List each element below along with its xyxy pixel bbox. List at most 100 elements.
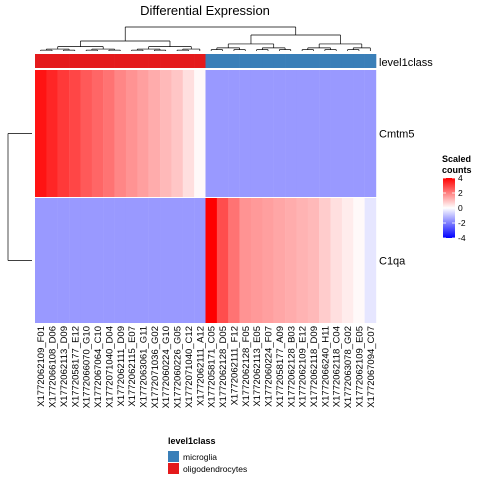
annotation-bar — [35, 54, 377, 68]
color-scale-tick-label: 2 — [458, 188, 463, 198]
heatmap-cell — [239, 70, 252, 197]
column-label: X1772058177_E12 — [70, 326, 81, 407]
column-label: X1772060226_G05 — [173, 326, 184, 408]
heatmap-cell — [273, 70, 286, 197]
annotation-cell — [46, 54, 59, 68]
row-label: Cmtm5 — [379, 129, 414, 141]
heatmap-cell — [69, 70, 81, 197]
heatmap-cell — [205, 70, 218, 197]
annotation-cell — [35, 54, 47, 68]
heatmap-cell — [353, 198, 365, 323]
column-label: X1772062128_F05 — [241, 326, 252, 407]
column-label: X1772062115_E07 — [127, 326, 138, 407]
column-label: X1772071040_D04 — [104, 326, 115, 408]
row-label: C1qa — [379, 256, 406, 268]
column-label: X1772067064_C10 — [93, 326, 104, 408]
annotation-legend-label: oligodendrocytes — [183, 464, 247, 474]
annotation-cell — [273, 54, 286, 68]
annotation-legend-swatch — [168, 463, 179, 474]
row-labels: Cmtm5 C1qa — [379, 129, 414, 268]
heatmap-cell — [228, 70, 240, 197]
heatmap-cell — [319, 70, 331, 197]
annotation-cell — [307, 54, 320, 68]
color-scale-title: Scaled — [442, 154, 471, 164]
heatmap-cell — [91, 198, 104, 323]
heatmap-cell — [182, 70, 195, 197]
annotation-cell — [330, 54, 343, 68]
annotation-cell — [228, 54, 240, 68]
heatmap-cell — [330, 198, 343, 323]
heatmap-cell — [285, 198, 297, 323]
heatmap-cell — [46, 198, 58, 323]
column-label: X1772062128_D05 — [218, 326, 229, 408]
heatmap-cell — [250, 198, 263, 323]
heatmap-cell — [80, 70, 93, 197]
annotation-cell — [91, 54, 104, 68]
color-scale-ticks: 4 2 0 -2 -4 — [443, 173, 466, 243]
annotation-cell — [137, 54, 149, 68]
chart-title: Differential Expression — [140, 3, 270, 18]
heatmap-cell — [216, 198, 229, 323]
heatmap-cell — [148, 70, 161, 197]
annotation-cell — [239, 54, 252, 68]
heatmap-cell — [250, 70, 263, 197]
column-label: X1772062109_E05 — [354, 326, 365, 407]
column-label: X1772062111_F12 — [229, 326, 240, 405]
heatmap-cell — [307, 70, 320, 197]
heatmap-cell — [285, 70, 297, 197]
color-scale-legend: Scaled counts 4 2 0 -2 -4 — [442, 154, 472, 243]
column-label: X1772062118_C04 — [332, 326, 343, 407]
heatmap-cell — [262, 198, 274, 323]
heatmap-cells — [35, 70, 377, 323]
annotation-cell — [353, 54, 365, 68]
annotation-cell — [114, 54, 127, 68]
annotation-cell — [148, 54, 161, 68]
annotation-cell — [194, 54, 206, 68]
color-scale-title-line-2: counts — [442, 165, 472, 175]
annotation-legend-swatch — [168, 451, 179, 462]
heatmap-cell — [341, 198, 354, 323]
heatmap-cell — [148, 198, 161, 323]
annotation-cell — [341, 54, 354, 68]
column-label: X1772066070_G10 — [82, 326, 93, 408]
heatmap-cell — [353, 70, 365, 197]
heatmap-cell — [228, 198, 240, 323]
heatmap-cell — [171, 198, 183, 323]
heatmap-cell — [91, 70, 104, 197]
column-label: X1772071040_C12 — [184, 326, 195, 408]
column-label: X1772062113_E05 — [252, 326, 263, 407]
row-dendrogram — [7, 133, 32, 261]
annotation-cell — [103, 54, 115, 68]
annotation-cell — [364, 54, 377, 68]
annotation-cell — [182, 54, 195, 68]
annotation-cell — [250, 54, 263, 68]
heatmap-cell — [125, 70, 138, 197]
column-label: X1772063061_G11 — [138, 326, 149, 408]
column-label: X1772071036_G02 — [150, 326, 161, 408]
column-label: X1772062128_B03 — [286, 326, 297, 407]
column-dendrogram — [40, 26, 371, 51]
column-label: X1772060224_G10 — [161, 326, 172, 408]
heatmap-cell — [262, 70, 274, 197]
color-scale-tick-label: 0 — [458, 203, 463, 213]
heatmap-cell — [205, 198, 218, 323]
color-scale-tick-label: -4 — [458, 233, 466, 243]
heatmap-cell — [171, 70, 183, 197]
heatmap-cell — [364, 70, 377, 197]
column-labels: X1772062109_F01 X1772066108_D06 X177206211… — [36, 326, 377, 408]
column-label: X1772067094_C07 — [366, 326, 377, 408]
annotation-legend: level1class microglia oligodendrocytes — [168, 436, 247, 474]
annotation-cell — [262, 54, 274, 68]
annotation-legend-title: level1class — [168, 436, 216, 446]
heatmap-cell — [125, 198, 138, 323]
heatmap-cell — [35, 70, 47, 197]
heatmap-cell — [160, 198, 172, 323]
heatmap-cell — [341, 70, 354, 197]
heatmap-cell — [114, 198, 127, 323]
annotation-cell — [69, 54, 81, 68]
heatmap-cell — [364, 198, 377, 323]
heatmap-cell — [319, 198, 331, 323]
heatmap-cell — [46, 70, 58, 197]
heatmap-cell — [194, 70, 206, 197]
